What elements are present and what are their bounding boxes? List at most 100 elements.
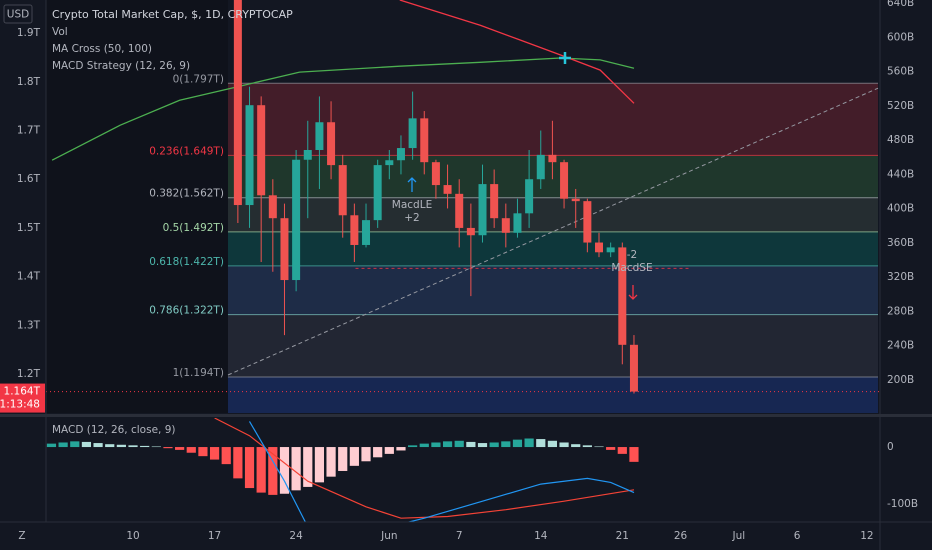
y-tick-label: 1.4T (17, 271, 41, 283)
x-tick-label: 24 (289, 530, 303, 542)
histogram-bar (303, 447, 313, 487)
candle-body (408, 118, 417, 149)
histogram-bar (408, 445, 418, 448)
histogram-bar (151, 446, 161, 448)
y2-tick-label: 520B (887, 100, 914, 112)
fib-band (227, 265, 879, 315)
fib-band (227, 314, 879, 377)
y-tick-label: 1.5T (17, 222, 41, 234)
candle-body (233, 0, 242, 206)
histogram-bar (326, 447, 336, 477)
macd-line (248, 421, 635, 522)
candle-body (548, 154, 557, 163)
y2-tick-label: 200B (887, 374, 914, 386)
main-pane (46, 0, 880, 413)
x-tick-label: 26 (674, 530, 688, 542)
long-arrow (407, 177, 417, 192)
short-arrow (628, 285, 638, 300)
y-tick-label: 1.3T (17, 319, 41, 331)
candle-body (618, 247, 627, 345)
histogram-bar (431, 442, 441, 448)
candle-body (268, 195, 277, 219)
candle-body (245, 105, 254, 206)
candle-body (606, 247, 615, 253)
y-tick-label: 1.2T (17, 368, 41, 380)
histogram-bar (268, 447, 278, 495)
candle-body (560, 162, 569, 199)
candle-body (350, 215, 359, 245)
histogram-bar (209, 447, 220, 460)
macd-pane (46, 418, 639, 522)
histogram-bar (233, 447, 243, 479)
fib-label: 0(1.797T) (173, 73, 224, 85)
histogram-bar (442, 441, 453, 448)
x-tick-label: Jul (731, 530, 745, 542)
histogram-bar (373, 447, 383, 458)
y2-tick-label: 440B (887, 168, 914, 180)
histogram-bar (163, 447, 173, 449)
candle-body (583, 201, 592, 243)
candle-body (257, 105, 266, 196)
candle-body (280, 218, 289, 281)
x-tick-label: 10 (126, 530, 139, 542)
histogram-bar (536, 439, 546, 448)
histogram-bar (559, 442, 569, 448)
histogram-bar (617, 447, 627, 454)
candle-body (595, 242, 604, 253)
candle-body (629, 344, 638, 392)
y2-tick-label: 240B (887, 340, 914, 352)
x-tick-label: 21 (616, 530, 629, 542)
indicator: MACD Strategy (12, 26, 9) (52, 60, 190, 72)
candle-body (455, 193, 464, 228)
candle-body (396, 148, 405, 161)
histogram-bar (454, 440, 464, 448)
fib-band (227, 83, 879, 156)
y2-tick-label: 640B (887, 0, 914, 9)
histogram-bar (547, 440, 558, 448)
x-tick-label: 7 (456, 530, 463, 542)
histogram-bar (512, 439, 523, 448)
y-tick-label: -100B (887, 498, 918, 510)
histogram-bar (501, 441, 511, 448)
histogram-bar (338, 447, 348, 471)
signal-qty: -2 (627, 249, 637, 261)
currency-box[interactable] (3, 4, 33, 24)
fib-band (227, 197, 879, 232)
histogram-bar (629, 447, 639, 462)
moving-average (51, 57, 635, 161)
last-price-label: 1.164T (4, 386, 41, 398)
candle-body (478, 184, 487, 236)
histogram-bar (81, 441, 92, 448)
fib-label: 1(1.194T) (173, 367, 224, 379)
histogram-bar (116, 444, 126, 448)
x-tick-label: 12 (860, 530, 873, 542)
scale-button[interactable]: Z (18, 530, 25, 542)
currency[interactable]: USD (7, 9, 29, 21)
indicator: MA Cross (50, 100) (52, 43, 152, 55)
histogram-bar (384, 447, 394, 454)
fib-band (227, 155, 879, 198)
y2-tick-label: 480B (887, 134, 914, 146)
fib-label: 0.382(1.562T) (149, 188, 224, 200)
histogram-bar (93, 443, 103, 448)
histogram-bar (582, 445, 592, 448)
x-tick-label: 17 (208, 530, 221, 542)
y-tick-label: 1.8T (17, 76, 41, 88)
fib-band (227, 376, 879, 413)
fib-label: 0.236(1.649T) (149, 145, 224, 157)
last-price-box (0, 383, 45, 413)
candle-body (490, 184, 499, 219)
histogram-bar (314, 447, 325, 483)
candle-body (292, 159, 301, 281)
histogram-bar (256, 447, 266, 493)
y-tick-label: 0 (887, 441, 894, 453)
macd-line (214, 418, 635, 519)
candle-body (373, 165, 382, 221)
indicator: Vol (52, 26, 68, 38)
y2-tick-label: 600B (887, 31, 914, 43)
histogram-bar (361, 447, 371, 462)
fib-label: 0.5(1.492T) (163, 222, 224, 234)
signal-label: MacdSE (611, 262, 652, 274)
histogram-bar (291, 447, 301, 491)
